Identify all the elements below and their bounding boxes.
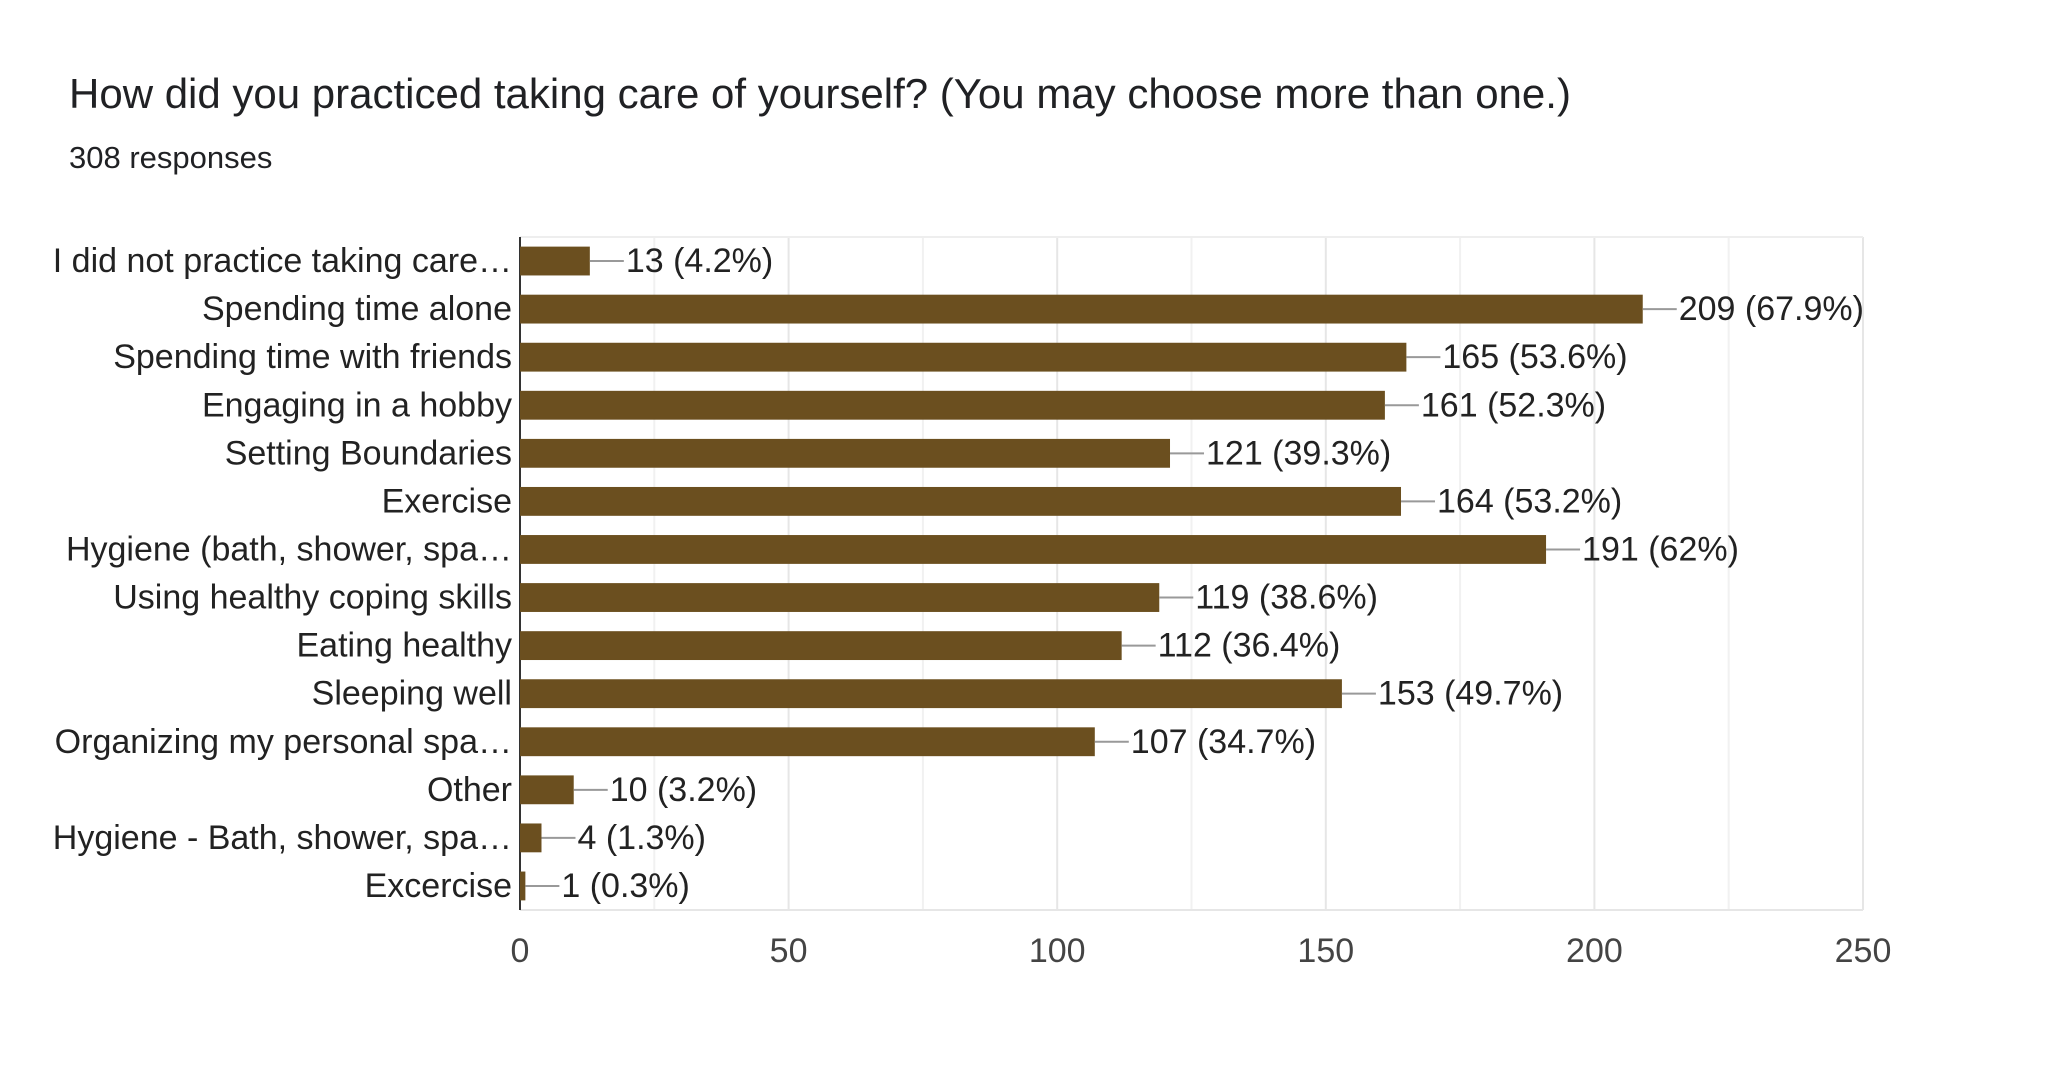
data-label: 121 (39.3%) [1206, 434, 1391, 472]
category-label: Setting Boundaries [225, 434, 512, 472]
data-label: 191 (62%) [1582, 530, 1739, 568]
bar [520, 294, 1643, 324]
category-label: Organizing my personal spa… [55, 723, 512, 761]
data-label: 153 (49.7%) [1378, 675, 1563, 713]
category-label: Exercise [382, 482, 512, 520]
category-label: Hygiene (bath, shower, spa… [66, 530, 512, 568]
bar [520, 727, 1095, 757]
data-label: 112 (36.4%) [1158, 627, 1341, 665]
data-label: 164 (53.2%) [1437, 482, 1622, 520]
x-axis-ticks: 0 50 100 150 200 250 [511, 932, 1892, 970]
bar [520, 679, 1342, 709]
data-label: 161 (52.3%) [1421, 386, 1606, 424]
bar [520, 871, 526, 901]
bar [520, 631, 1122, 661]
data-label: 209 (67.9%) [1679, 290, 1864, 328]
data-label: 13 (4.2%) [626, 242, 773, 280]
bar [520, 583, 1160, 612]
response-count: 308 responses [69, 140, 273, 175]
chart-title: How did you practiced taking care of you… [69, 70, 1571, 117]
x-tick-label: 200 [1566, 932, 1623, 970]
bar [520, 246, 590, 276]
category-label: Hygiene - Bath, shower, spa… [53, 819, 512, 857]
category-labels: I did not practice taking care… Spending … [53, 242, 512, 905]
bar [520, 390, 1385, 420]
data-label: 1 (0.3%) [561, 867, 690, 905]
category-label: Excercise [365, 867, 512, 905]
x-tick-label: 250 [1835, 932, 1892, 970]
data-label: 10 (3.2%) [610, 771, 757, 809]
x-tick-label: 150 [1297, 932, 1354, 970]
data-label: 4 (1.3%) [577, 819, 706, 857]
category-label: Using healthy coping skills [113, 579, 512, 617]
bar [520, 342, 1407, 372]
category-label: Other [427, 771, 512, 809]
data-label: 165 (53.6%) [1442, 338, 1627, 376]
bar [520, 486, 1402, 516]
data-label: 119 (38.6%) [1195, 579, 1378, 617]
x-tick-label: 100 [1029, 932, 1086, 970]
category-label: Sleeping well [312, 675, 512, 713]
category-label: Eating healthy [297, 627, 513, 665]
category-label: Spending time with friends [113, 338, 512, 376]
data-label: 107 (34.7%) [1131, 723, 1316, 761]
bar [520, 775, 574, 805]
category-label: Spending time alone [202, 290, 512, 328]
x-tick-label: 50 [770, 932, 808, 970]
bars [520, 246, 1643, 901]
x-tick-label: 0 [511, 932, 530, 970]
gridlines [519, 236, 1864, 911]
bar [520, 823, 542, 853]
category-label: I did not practice taking care… [53, 242, 512, 280]
bar [520, 535, 1547, 564]
bar [520, 438, 1171, 468]
category-label: Engaging in a hobby [202, 386, 512, 424]
data-labels: 13 (4.2%) 209 (67.9%) 165 (53.6%) 161 (52.3… [525, 242, 1864, 905]
